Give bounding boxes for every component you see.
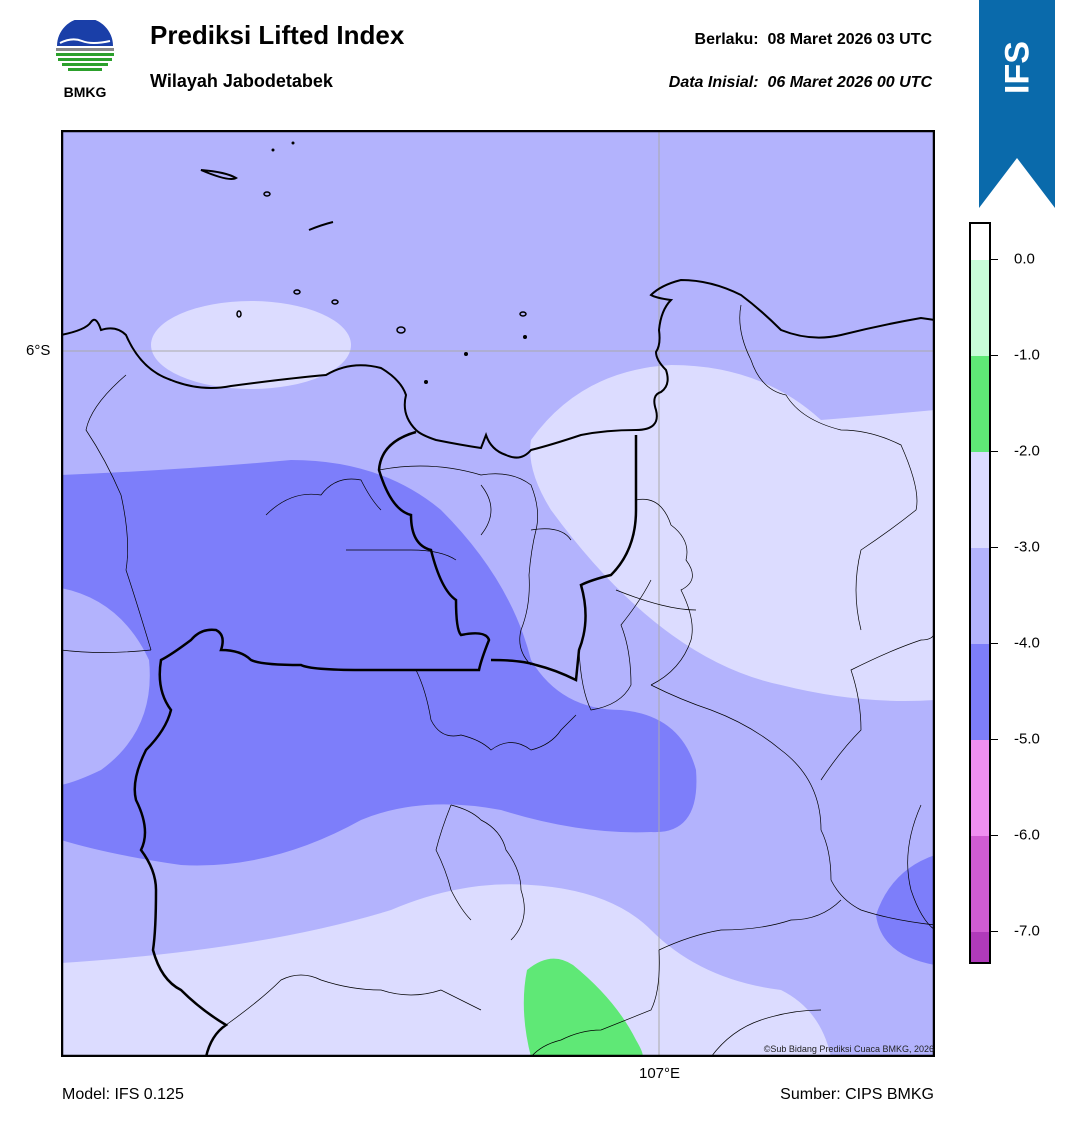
bmkg-logo: BMKG <box>52 18 118 102</box>
credit-text: ©Sub Bidang Prediksi Cuaca BMKG, 2026 <box>763 1044 934 1054</box>
colorbar-label: -2.0 <box>1014 442 1040 460</box>
colorbar-segment <box>971 836 989 932</box>
colorbar-tick <box>991 643 998 644</box>
contour-band-4-5-center <box>61 460 697 866</box>
contour-band-1-2 <box>523 958 643 1057</box>
contour-band-2-3-nw <box>151 301 351 389</box>
island <box>200 169 238 180</box>
ribbon-text: IFS <box>998 41 1037 95</box>
lifted-index-map <box>61 130 935 1057</box>
colorbar-segment <box>971 740 989 836</box>
colorbar-label: -3.0 <box>1014 538 1040 556</box>
colorbar-tick <box>991 259 998 260</box>
colorbar-segment <box>971 932 989 962</box>
province-boundary-east <box>490 435 638 682</box>
contour-band-2-3-south <box>61 884 831 1057</box>
colorbar-segment <box>971 356 989 452</box>
map-frame <box>61 130 935 1057</box>
colorbar-segment <box>971 548 989 644</box>
source-label: Sumber: CIPS BMKG <box>780 1086 934 1103</box>
colorbar-label: -7.0 <box>1014 922 1040 940</box>
contour-band-3-4-west <box>61 588 150 785</box>
ifs-ribbon <box>979 0 1055 208</box>
colorbar-tick <box>991 739 998 740</box>
colorbar-label: -6.0 <box>1014 826 1040 844</box>
regency-boundaries <box>61 304 935 1057</box>
colorbar-tick <box>991 451 998 452</box>
colorbar-label: -1.0 <box>1014 346 1040 364</box>
contour-band-4-5-east <box>876 855 935 965</box>
colorbar-tick <box>991 931 998 932</box>
colorbar-segment <box>971 644 989 740</box>
bmkg-logo-icon <box>56 18 114 71</box>
lat-label: 6°S <box>26 342 51 359</box>
colorbar-segment <box>971 452 989 548</box>
province-boundary <box>133 430 491 1057</box>
colorbar-label: -5.0 <box>1014 730 1040 748</box>
colorbar-label: -4.0 <box>1014 634 1040 652</box>
page-subtitle: Wilayah Jabodetabek <box>150 71 333 91</box>
model-label: Model: IFS 0.125 <box>62 1086 184 1103</box>
colorbar-tick <box>991 355 998 356</box>
colorbar-label: 0.0 <box>1014 250 1035 268</box>
colorbar <box>969 222 991 964</box>
valid-time: Berlaku: 08 Maret 2026 03 UTC <box>694 31 932 48</box>
colorbar-tick <box>991 547 998 548</box>
logo-text: BMKG <box>63 84 107 100</box>
contour-band-2-3-east <box>530 365 935 701</box>
colorbar-segment <box>971 224 989 260</box>
colorbar-segment <box>971 260 989 356</box>
coastline <box>61 278 935 459</box>
colorbar-tick <box>991 835 998 836</box>
lon-label: 107°E <box>639 1065 681 1082</box>
page-title: Prediksi Lifted Index <box>150 20 405 50</box>
init-time: Data Inisial: 06 Maret 2026 00 UTC <box>668 74 932 91</box>
